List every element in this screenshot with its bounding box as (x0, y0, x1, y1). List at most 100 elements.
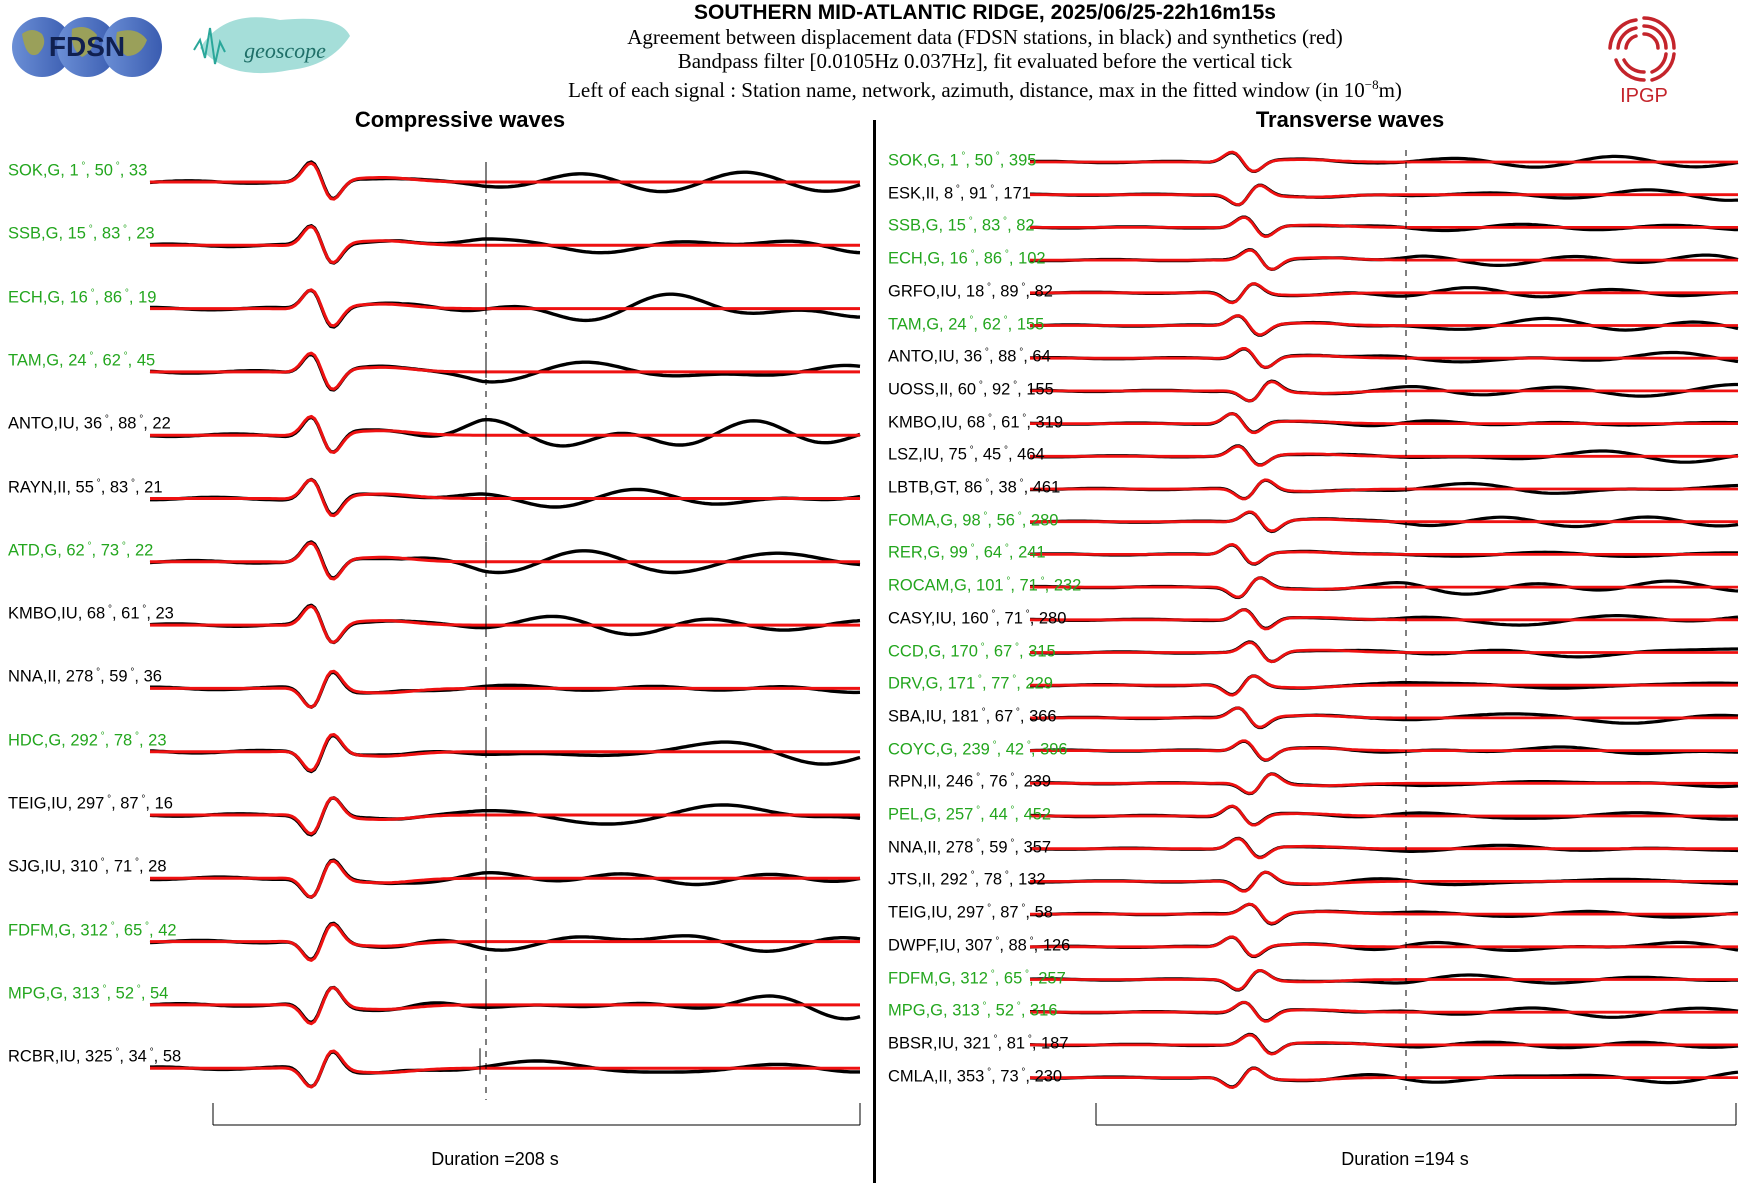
left-station-label: FDFM,G, 312 °, 65 °, 42 (8, 920, 177, 940)
synthetic-trace (1030, 935, 1738, 958)
synthetic-trace (1030, 674, 1738, 697)
synthetic-trace (1030, 184, 1738, 206)
station-dist: 83 (101, 224, 121, 243)
synthetic-trace (150, 922, 860, 962)
synthetic-trace (1030, 902, 1738, 925)
station-max: 54 (149, 984, 169, 1003)
right-station-label: SSB,G, 15 °, 83 °, 82 (888, 216, 1035, 235)
station-dist: 62 (982, 315, 1001, 333)
station-az: 16 (69, 288, 88, 307)
station-az: 297 (76, 794, 105, 813)
station-dist: 50 (94, 161, 113, 180)
station-max: 464 (1017, 445, 1045, 464)
subtitle-line-3-exponent: −8 (1364, 77, 1379, 92)
synthetic-trace (1030, 804, 1738, 827)
left-station-label: RCBR,IU, 325 °, 34 °, 58 (8, 1047, 182, 1066)
right-station-label: TEIG,IU, 297 °, 87 °, 58 (888, 903, 1053, 922)
station-name: UOSS,II (888, 380, 949, 399)
station-max: 42 (158, 921, 177, 940)
station-az: 24 (68, 351, 87, 370)
right-station-label: BBSR,IU, 321 °, 81 °, 187 (888, 1033, 1069, 1053)
synthetic-trace (1030, 543, 1738, 565)
synthetic-trace (1030, 837, 1738, 860)
station-dist: 62 (102, 351, 121, 370)
station-az: 160 (961, 609, 989, 628)
synthetic-trace (150, 796, 860, 836)
station-name: CCD,G (888, 642, 942, 660)
station-az: 171 (947, 674, 976, 693)
station-dist: 81 (1006, 1034, 1026, 1053)
station-max: 23 (148, 731, 167, 750)
left-station-label: ATD,G, 62 °, 73 °, 22 (8, 540, 154, 560)
station-name: SOK,G (888, 151, 941, 170)
left-duration-label: Duration =208 s (431, 1149, 559, 1169)
right-station-label: SBA,IU, 181 °, 67 °, 366 (888, 706, 1057, 726)
station-dist: 44 (989, 805, 1008, 824)
synthetic-trace (150, 414, 860, 454)
synthetic-trace (150, 351, 860, 391)
station-max: 155 (1026, 380, 1054, 399)
station-name: JTS,II (888, 870, 932, 889)
station-az: 68 (86, 604, 106, 623)
station-az: 68 (966, 413, 986, 432)
station-max: 16 (154, 794, 173, 813)
synthetic-trace (1030, 314, 1738, 336)
station-max: 171 (1003, 184, 1031, 203)
station-dist: 83 (109, 478, 129, 496)
station-az: 321 (963, 1034, 991, 1053)
synthetic-trace (1030, 216, 1738, 238)
station-name: TAM,G (888, 315, 940, 333)
station-dist: 50 (974, 151, 993, 170)
station-max: 64 (1032, 347, 1051, 366)
station-dist: 73 (1000, 1067, 1019, 1086)
synthetic-trace (1030, 1067, 1738, 1089)
station-az: 313 (952, 1001, 980, 1020)
station-max: 82 (1016, 216, 1035, 235)
station-az: 297 (956, 903, 985, 922)
station-dist: 59 (989, 838, 1008, 857)
station-name: NNA,II (888, 838, 937, 857)
right-station-label: ECH,G, 16 °, 86 °, 102 (888, 249, 1046, 268)
synthetic-trace (1030, 576, 1738, 599)
station-name: LBTB,GT (888, 478, 955, 497)
synthetic-trace (1030, 347, 1738, 369)
station-name: SBA,IU (888, 707, 943, 726)
subtitle-line-3-pre: Left of each signal : Station name, netw… (568, 78, 1365, 102)
subtitle-line-3: Left of each signal : Station name, netw… (380, 73, 1590, 102)
station-max: 155 (1016, 315, 1045, 333)
station-az: 278 (65, 667, 94, 686)
station-az: 313 (72, 984, 100, 1003)
station-az: 24 (948, 315, 967, 333)
synthetic-trace (1030, 706, 1738, 729)
station-name: TEIG,IU (888, 903, 948, 922)
station-name: FOMA,G (888, 511, 954, 530)
station-max: 316 (1029, 1001, 1058, 1020)
station-dist: 87 (1000, 903, 1019, 922)
ipgp-logo: IPGP (1608, 16, 1676, 106)
station-az: 16 (949, 249, 968, 268)
right-station-label: NNA,II, 278 °, 59 °, 357 (888, 837, 1052, 857)
station-az: 312 (80, 921, 108, 940)
right-station-label: JTS,II, 292 °, 78 °, 132 (888, 870, 1046, 889)
right-station-label: KMBO,IU, 68 °, 61 °, 319 (888, 412, 1064, 432)
station-dist: 45 (982, 445, 1002, 464)
station-name: RER,G (888, 543, 941, 562)
station-max: 229 (1025, 674, 1053, 693)
synthetic-trace (150, 541, 860, 581)
station-dist: 87 (120, 794, 139, 813)
right-station-label: RER,G, 99 °, 64 °, 241 (888, 543, 1046, 562)
station-max: 257 (1038, 969, 1066, 987)
station-az: 325 (85, 1047, 113, 1066)
station-az: 36 (83, 414, 103, 433)
station-az: 239 (962, 740, 990, 759)
station-max: 366 (1029, 707, 1057, 726)
left-station-label: MPG,G, 313 °, 52 °, 54 (8, 983, 169, 1003)
station-dist: 65 (1003, 969, 1023, 987)
station-dist: 71 (113, 857, 133, 876)
left-station-label: RAYN,II, 55 °, 83 °, 21 (8, 477, 163, 497)
station-az: 15 (947, 216, 966, 235)
station-dist: 88 (1008, 936, 1027, 955)
station-name: CMLA,II (888, 1067, 948, 1086)
right-station-label: LSZ,IU, 75 °, 45 °, 464 (888, 445, 1045, 464)
